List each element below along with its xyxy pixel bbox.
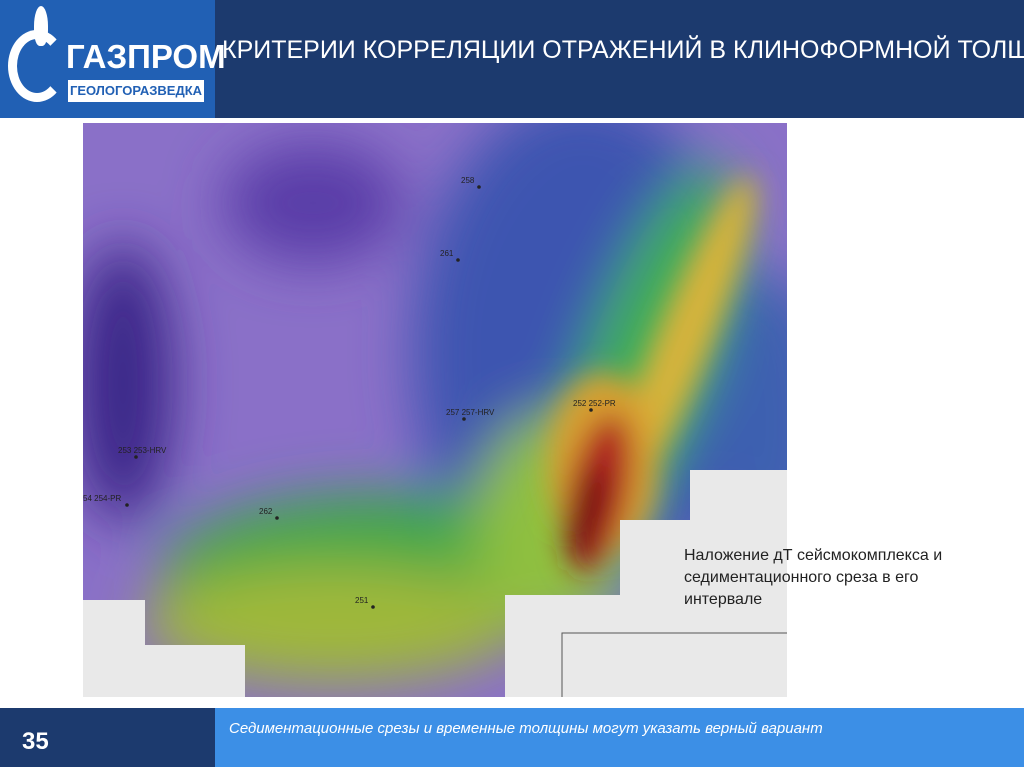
- well-marker: [462, 417, 466, 421]
- well-marker: [477, 185, 481, 189]
- seismic-map: 258 261 257 257-HRV 252 252-PR 253 253-HRV 54…: [83, 123, 787, 697]
- footer-left: [0, 708, 215, 767]
- footer-text: Седиментационные срезы и временные толщи…: [229, 720, 823, 737]
- well-label: 252 252-PR: [573, 399, 616, 408]
- well-label: 258: [461, 176, 475, 185]
- well-marker: [456, 258, 460, 262]
- well-label: 261: [440, 249, 454, 258]
- well-marker: [371, 605, 375, 609]
- well-label: 257 257-HRV: [446, 408, 495, 417]
- well-label: 251: [355, 596, 369, 605]
- page-number: 35: [22, 728, 49, 755]
- well-label: 253 253-HRV: [118, 446, 167, 455]
- well-marker: [589, 408, 593, 412]
- logo-name: ГАЗПРОМ: [66, 38, 226, 75]
- boundary-line: [561, 632, 787, 697]
- well-label: 262: [259, 507, 273, 516]
- well-marker: [275, 516, 279, 520]
- footer-right: [215, 708, 1024, 767]
- logo: ГАЗПРОМ ГЕОЛОГОРАЗВЕДКА: [0, 0, 226, 118]
- slide-title: КРИТЕРИИ КОРРЕЛЯЦИИ ОТРАЖЕНИЙ В КЛИНОФОР…: [222, 36, 1024, 64]
- caption: Наложение дТ сейсмокомплекса и седимента…: [684, 547, 943, 608]
- well-label: 54 254-PR: [83, 494, 121, 503]
- well-marker: [125, 503, 129, 507]
- logo-g: [8, 30, 66, 102]
- well-marker: [134, 455, 138, 459]
- logo-subtitle: ГЕОЛОГОРАЗВЕДКА: [68, 80, 204, 102]
